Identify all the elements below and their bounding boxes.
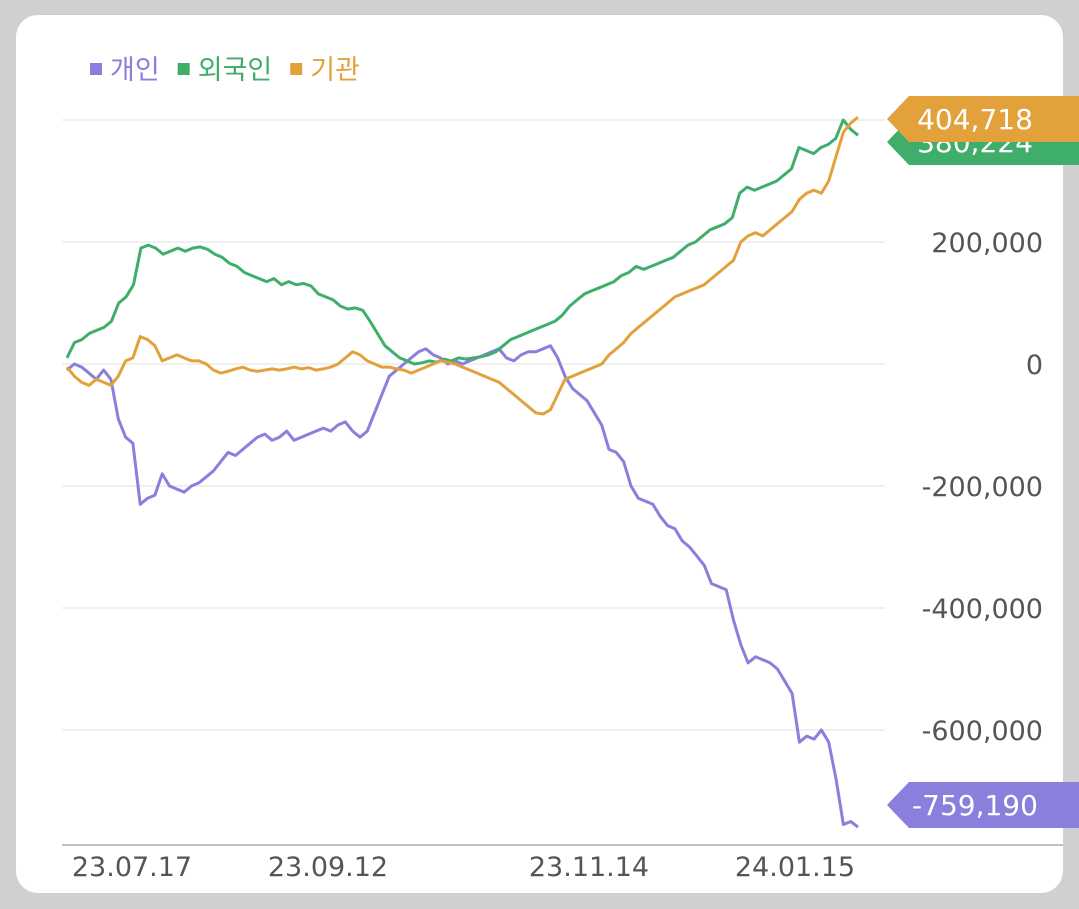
y-tick-label: 200,000 [931, 228, 1043, 259]
y-tick-label: -200,000 [922, 472, 1043, 503]
series-line-1 [65, 118, 859, 366]
y-tick-label: -600,000 [922, 716, 1043, 747]
legend-label: 개인 [110, 55, 160, 86]
legend-swatch [177, 63, 190, 75]
x-tick-label: 23.11.14 [529, 852, 649, 883]
x-tick-label: 23.07.17 [72, 852, 192, 883]
series-line-2 [65, 115, 859, 416]
legend-label: 기관 [310, 55, 360, 86]
badge-value: -759,190 [912, 789, 1038, 822]
badge-shape [887, 782, 1079, 828]
x-axis-labels: 23.07.17 23.09.12 23.11.14 24.01.15 [72, 852, 855, 883]
x-tick-label: 23.09.12 [268, 852, 388, 883]
legend: 개인 외국인 기관 [90, 55, 360, 86]
grid-lines [62, 119, 885, 731]
legend-item: 개인 [90, 55, 160, 86]
y-tick-label: 0 [1026, 350, 1043, 381]
legend-swatch [90, 63, 102, 75]
end-badge: -759,190 [887, 782, 1079, 828]
y-axis-labels: -600,000 -400,000 -200,000 0 200,000 [922, 228, 1043, 747]
y-tick-label: -400,000 [922, 594, 1043, 625]
legend-item: 외국인 [177, 55, 273, 86]
legend-item: 기관 [290, 55, 360, 86]
x-tick-label: 24.01.15 [735, 852, 855, 883]
series-line-0 [66, 344, 859, 829]
chart-card [16, 15, 1063, 893]
badge-value: 404,718 [917, 103, 1033, 136]
legend-label: 외국인 [198, 55, 273, 86]
end-badge: 404,718 [887, 96, 1079, 142]
badge-shape [887, 96, 1079, 142]
legend-swatch [290, 63, 303, 75]
series-lines [65, 115, 859, 829]
